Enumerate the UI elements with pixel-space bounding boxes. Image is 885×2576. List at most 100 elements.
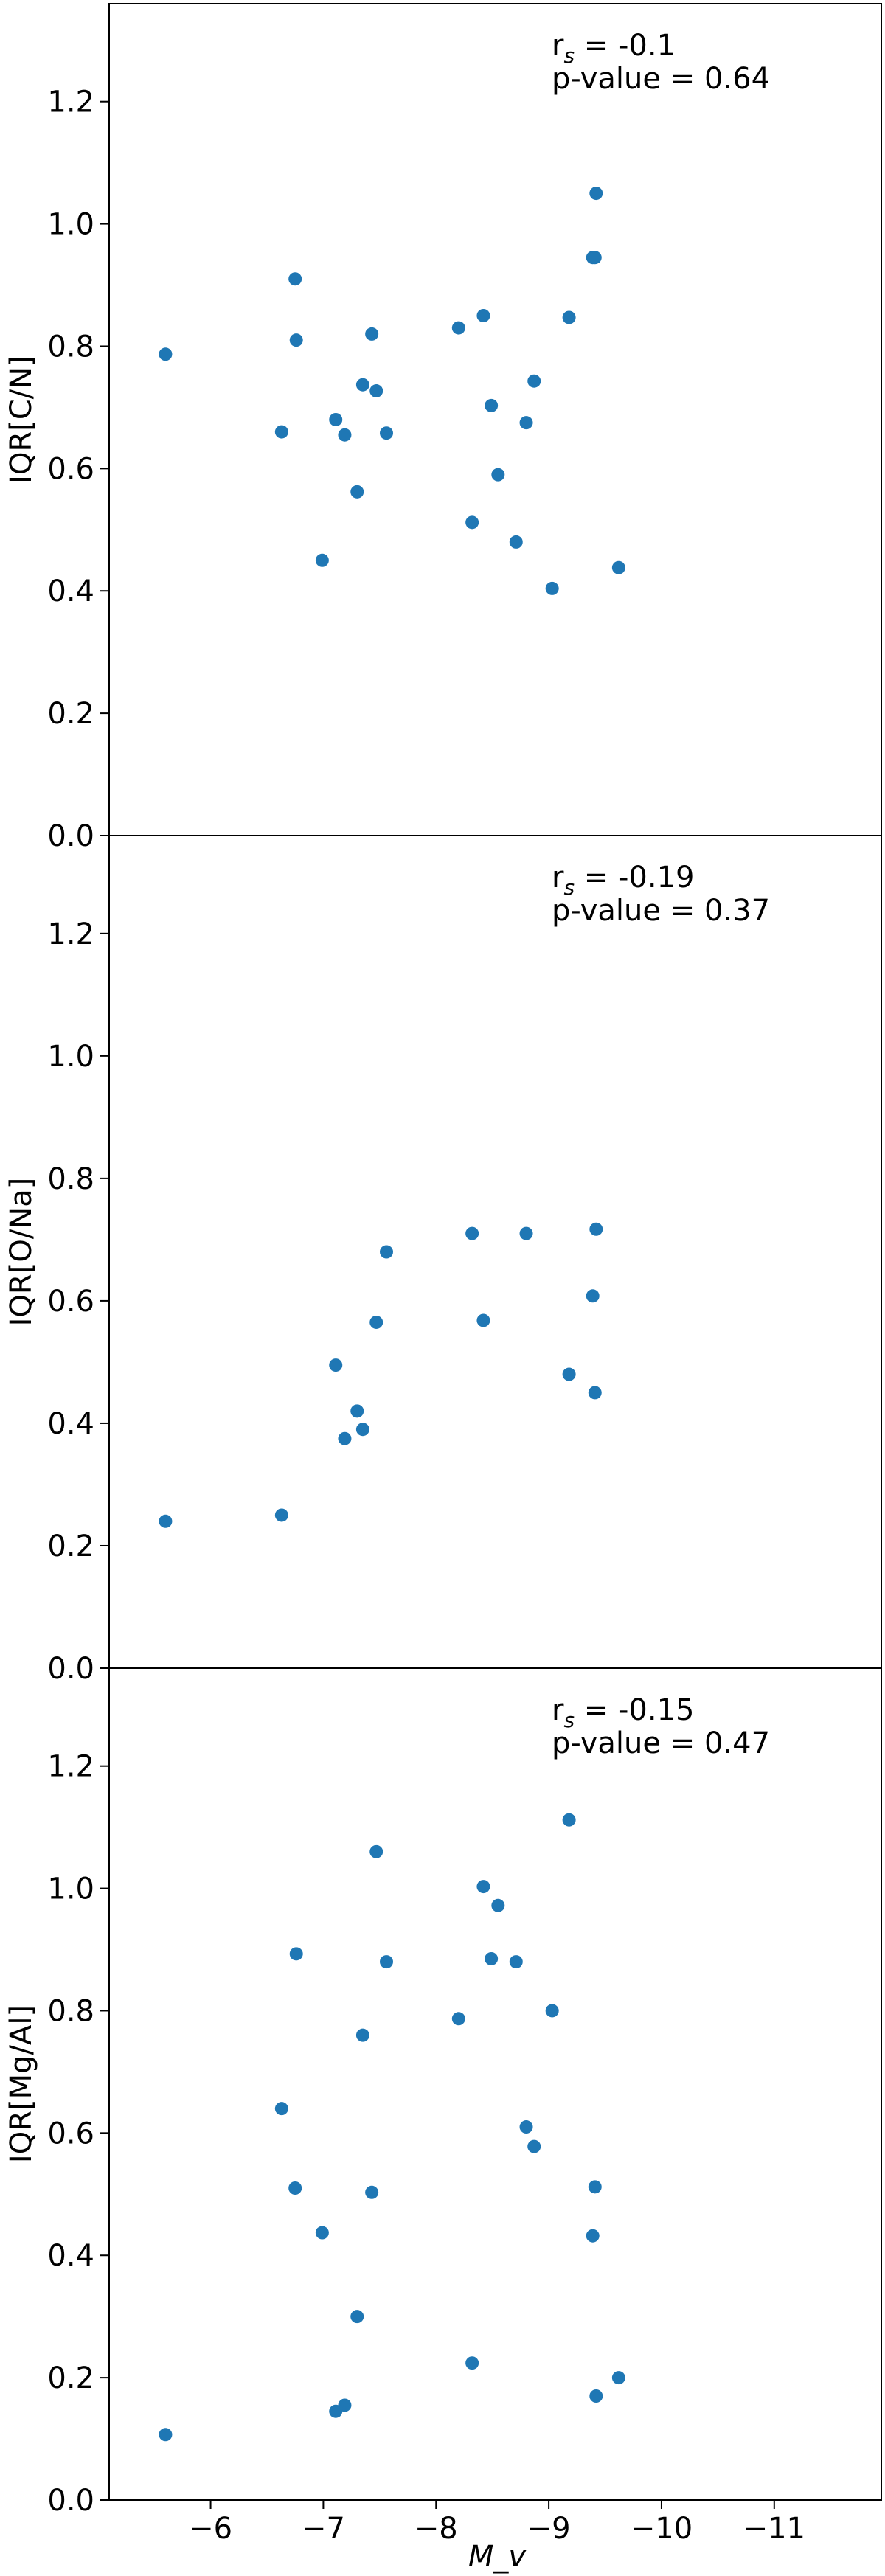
y-tick-label: 0.2 — [47, 1530, 94, 1563]
data-point-mgal — [588, 2180, 602, 2194]
y-tick-label: 0.0 — [47, 2484, 94, 2518]
data-point-ona — [476, 1313, 490, 1327]
y-axis-label-cn: IQR[C/N] — [4, 355, 38, 484]
data-point-cn — [509, 535, 523, 549]
annotation-pvalue-ona: p-value = 0.37 — [552, 894, 770, 928]
y-tick-label: 1.0 — [47, 1872, 94, 1906]
data-point-cn — [611, 560, 625, 574]
y-tick-label: 0.6 — [47, 452, 94, 486]
annotation-pvalue-mgal: p-value = 0.47 — [552, 1726, 770, 1760]
data-point-mgal — [338, 2398, 352, 2412]
x-ticks: −6 −7 −8 −9 −10 −11 — [189, 2500, 805, 2546]
y-tick-label: 1.0 — [47, 1040, 94, 1074]
data-point-cn — [465, 515, 479, 530]
panel-mgal: 0.0 0.2 0.4 0.6 0.8 1.0 1.2 IQR[Mg/Al] rs = -0.1… — [4, 1667, 882, 2518]
data-point-mgal — [365, 2185, 379, 2199]
x-tick-label: −9 — [527, 2512, 571, 2546]
y-tick-label: 0.6 — [47, 1285, 94, 1319]
data-point-cn — [451, 321, 465, 335]
data-point-ona — [465, 1226, 479, 1240]
data-point-cn — [350, 485, 364, 499]
x-tick-label: −7 — [302, 2512, 345, 2546]
data-point-mgal — [288, 2181, 302, 2195]
data-point-cn — [527, 374, 541, 388]
y-tick-label: 1.0 — [47, 208, 94, 242]
y-tick-label: 0.0 — [47, 1652, 94, 1686]
x-axis-label: M_v — [468, 2540, 527, 2574]
y-tick-label: 0.6 — [47, 2117, 94, 2150]
data-point-ona — [588, 1386, 602, 1400]
data-point-cn — [589, 187, 603, 201]
data-point-cn — [519, 416, 533, 430]
data-point-mgal — [545, 2004, 559, 2018]
y-axis-label-mgal: IQR[Mg/Al] — [4, 2005, 38, 2163]
panel-ona: 0.0 0.2 0.4 0.6 0.8 1.0 1.2 IQR[O/Na] rs = -0.19… — [4, 835, 882, 1686]
data-point-cn — [288, 272, 302, 286]
data-point-ona — [338, 1431, 352, 1445]
y-tick-label: 0.2 — [47, 697, 94, 731]
plot-frame-mgal — [108, 1667, 882, 2501]
data-point-cn — [329, 413, 343, 426]
data-point-ona — [562, 1367, 576, 1381]
y-tick-label: 0.4 — [47, 2239, 94, 2273]
data-point-cn — [355, 378, 369, 392]
data-point-mgal — [586, 2229, 600, 2243]
data-point-mgal — [369, 1844, 384, 1858]
data-point-ona — [350, 1404, 364, 1418]
data-point-mgal — [350, 2310, 364, 2324]
data-point-cn — [369, 384, 384, 398]
data-point-mgal — [589, 2389, 603, 2403]
data-point-mgal — [315, 2226, 329, 2240]
y-tick-label: 0.4 — [47, 1407, 94, 1441]
data-point-mgal — [509, 1955, 523, 1969]
data-point-cn — [491, 468, 505, 482]
data-point-mgal — [355, 2028, 369, 2042]
data-point-cn — [545, 581, 559, 595]
data-point-cn — [562, 310, 576, 324]
data-point-cn — [380, 426, 394, 440]
data-point-mgal — [451, 2012, 465, 2026]
data-point-mgal — [159, 2428, 173, 2442]
data-point-ona — [586, 1289, 600, 1303]
data-point-cn — [315, 553, 329, 567]
y-tick-label: 0.4 — [47, 574, 94, 608]
data-point-mgal — [611, 2371, 625, 2385]
y-axis-label-ona: IQR[O/Na] — [4, 1178, 38, 1327]
y-tick-label: 1.2 — [47, 86, 94, 119]
data-point-mgal — [491, 1898, 505, 1912]
data-point-mgal — [476, 1880, 490, 1894]
y-tick-label: 0.0 — [47, 819, 94, 853]
data-point-mgal — [289, 1947, 303, 1961]
y-tick-label: 1.2 — [47, 917, 94, 951]
data-point-cn — [365, 327, 379, 341]
annotation-pvalue-cn: p-value = 0.64 — [552, 62, 770, 96]
data-point-ona — [380, 1245, 394, 1259]
data-point-ona — [519, 1226, 533, 1240]
data-point-mgal — [485, 1951, 499, 1965]
data-point-cn — [338, 428, 352, 442]
data-point-mgal — [562, 1813, 576, 1827]
data-point-cn — [289, 333, 303, 347]
y-tick-label: 0.2 — [47, 2361, 94, 2395]
data-point-ona — [329, 1358, 343, 1372]
annotation-rs-mgal: rs = -0.15 — [552, 1693, 695, 1732]
data-point-mgal — [465, 2356, 479, 2370]
data-point-mgal — [274, 2102, 288, 2116]
data-point-cn — [476, 309, 490, 322]
x-tick-label: −10 — [631, 2512, 693, 2546]
y-tick-label: 1.2 — [47, 1750, 94, 1784]
x-tick-label: −11 — [743, 2512, 805, 2546]
data-point-ona — [589, 1222, 603, 1236]
y-tick-label: 0.8 — [47, 1162, 94, 1196]
data-point-mgal — [380, 1955, 394, 1969]
panel-cn: 0.0 0.2 0.4 0.6 0.8 1.0 1.2 IQR[C/N] rs = -0.1p-… — [4, 3, 882, 853]
data-point-cn — [485, 398, 499, 412]
data-point-mgal — [519, 2120, 533, 2134]
data-point-ona — [159, 1514, 173, 1528]
x-axis: −6 −7 −8 −9 −10 −11 M_v — [189, 2500, 805, 2574]
annotation-rs-cn: rs = -0.1 — [552, 29, 676, 68]
y-tick-label: 0.8 — [47, 330, 94, 364]
data-point-ona — [369, 1315, 384, 1329]
annotation-rs-ona: rs = -0.19 — [552, 861, 695, 900]
